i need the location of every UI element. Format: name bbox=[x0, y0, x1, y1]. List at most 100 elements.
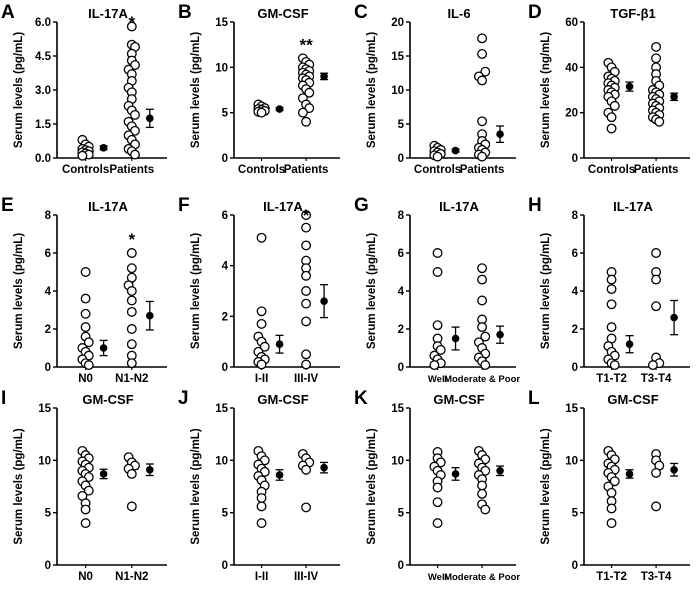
mean-marker bbox=[99, 344, 108, 352]
data-point bbox=[256, 493, 267, 503]
y-tick-label: 0 bbox=[45, 560, 51, 572]
mean-marker bbox=[146, 311, 154, 320]
data-point bbox=[301, 359, 312, 370]
y-tick-label: 0 bbox=[222, 153, 228, 165]
panel-g: G IL-17A Serum levels (pg/mL) 0 2 4 6 8 WellMode… bbox=[354, 195, 520, 385]
x-category-label: T3-T4 bbox=[641, 373, 672, 385]
panel-letter: L bbox=[528, 388, 540, 409]
x-category-label: T3-T4 bbox=[641, 571, 672, 583]
panel-letter: K bbox=[354, 388, 368, 409]
data-point bbox=[606, 487, 617, 498]
y-tick-label: 10 bbox=[391, 455, 404, 467]
data-point bbox=[477, 480, 488, 491]
mean-marker bbox=[451, 470, 460, 478]
x-category-label: Controls bbox=[62, 164, 109, 176]
data-point bbox=[126, 339, 137, 350]
data-point bbox=[651, 41, 662, 52]
data-point bbox=[77, 150, 88, 161]
data-point bbox=[126, 295, 137, 306]
data-point bbox=[606, 284, 617, 295]
panel-c: C IL-6 Serum levels (pg/mL) 0 5 10 15 20 Control… bbox=[354, 2, 516, 176]
data-point bbox=[301, 210, 312, 220]
y-tick-label: 15 bbox=[38, 403, 51, 415]
data-point bbox=[480, 504, 491, 515]
y-axis-label: Serum levels (pg/mL) bbox=[13, 233, 25, 349]
y-tick-label: 15 bbox=[391, 403, 404, 415]
data-point bbox=[477, 263, 488, 274]
data-point bbox=[432, 248, 443, 258]
data-point bbox=[130, 149, 140, 160]
x-category-label: Patients bbox=[634, 164, 679, 176]
y-tick-label: 0 bbox=[222, 560, 228, 572]
panel-title: IL-17A bbox=[613, 199, 653, 214]
mean-marker bbox=[451, 334, 460, 343]
panel-h: H IL-17A Serum levels (pg/mL) 0 2 4 6 8 T1-T2 T3-… bbox=[528, 195, 690, 385]
x-category-label: Moderate & Poor bbox=[444, 374, 520, 385]
y-tick-label: 5 bbox=[572, 508, 579, 520]
data-point bbox=[301, 316, 312, 327]
x-category-label: Well bbox=[428, 374, 447, 385]
data-point bbox=[651, 301, 662, 312]
data-point bbox=[651, 274, 662, 285]
data-point bbox=[256, 107, 267, 118]
mean-marker bbox=[625, 340, 634, 349]
data-point bbox=[83, 360, 94, 371]
data-point bbox=[301, 298, 312, 309]
y-tick-label: 2 bbox=[572, 324, 578, 336]
data-point bbox=[432, 497, 443, 508]
data-point bbox=[301, 240, 312, 251]
data-point bbox=[480, 360, 491, 371]
y-tick-label: 4 bbox=[572, 286, 579, 298]
data-point bbox=[477, 49, 488, 59]
data-point bbox=[126, 324, 137, 334]
panel-title: GM-CSF bbox=[82, 392, 133, 407]
data-point bbox=[477, 295, 488, 306]
x-category-label: Patients bbox=[460, 164, 505, 176]
y-axis-label: Serum levels (pg/mL) bbox=[13, 32, 25, 148]
x-category-label: Well bbox=[428, 572, 447, 583]
y-tick-label: 2 bbox=[45, 324, 51, 336]
mean-marker bbox=[625, 82, 634, 91]
x-category-label: I-II bbox=[255, 373, 268, 385]
x-category-label: Patients bbox=[109, 164, 154, 176]
significance-star: * bbox=[128, 230, 135, 249]
y-tick-label: 4 bbox=[222, 261, 229, 273]
data-point bbox=[80, 293, 91, 304]
x-category-label: Patients bbox=[284, 164, 329, 176]
x-category-label: III-IV bbox=[294, 373, 319, 385]
data-point bbox=[80, 267, 91, 277]
data-point bbox=[256, 232, 267, 243]
y-axis-label: Serum levels (pg/mL) bbox=[190, 233, 202, 349]
data-point bbox=[301, 464, 312, 475]
data-point bbox=[606, 299, 617, 310]
data-point bbox=[80, 308, 91, 319]
data-point bbox=[435, 344, 446, 355]
panel-f: F IL-17A Serum levels (pg/mL) 0 2 4 6 I-II III-I… bbox=[178, 195, 340, 385]
y-axis-label: Serum levels (pg/mL) bbox=[190, 32, 202, 148]
y-tick-label: 3.0 bbox=[35, 85, 51, 97]
x-category-label: N1-N2 bbox=[115, 373, 148, 385]
mean-marker bbox=[146, 465, 154, 474]
y-tick-label: 5 bbox=[222, 108, 229, 120]
y-tick-label: 2 bbox=[398, 324, 404, 336]
y-tick-label: 8 bbox=[398, 210, 405, 222]
data-point bbox=[606, 123, 617, 134]
data-point bbox=[83, 485, 94, 496]
panel-b: B GM-CSF Serum levels (pg/mL) 0 5 10 15 Control… bbox=[178, 2, 340, 176]
panel-letter: G bbox=[354, 195, 369, 216]
data-point bbox=[301, 270, 312, 281]
data-point bbox=[259, 341, 270, 352]
data-point bbox=[432, 518, 443, 529]
y-axis-label: Serum levels (pg/mL) bbox=[366, 32, 378, 148]
y-tick-label: 4 bbox=[45, 286, 52, 298]
y-tick-label: 4 bbox=[398, 286, 405, 298]
y-axis-label: Serum levels (pg/mL) bbox=[366, 233, 378, 349]
data-point bbox=[477, 75, 488, 86]
panel-title: IL-6 bbox=[447, 6, 470, 21]
data-point bbox=[126, 306, 137, 317]
data-point bbox=[477, 488, 488, 499]
data-point bbox=[126, 468, 137, 479]
data-point bbox=[432, 482, 443, 493]
mean-marker bbox=[625, 470, 634, 478]
y-tick-label: 0 bbox=[572, 153, 578, 165]
